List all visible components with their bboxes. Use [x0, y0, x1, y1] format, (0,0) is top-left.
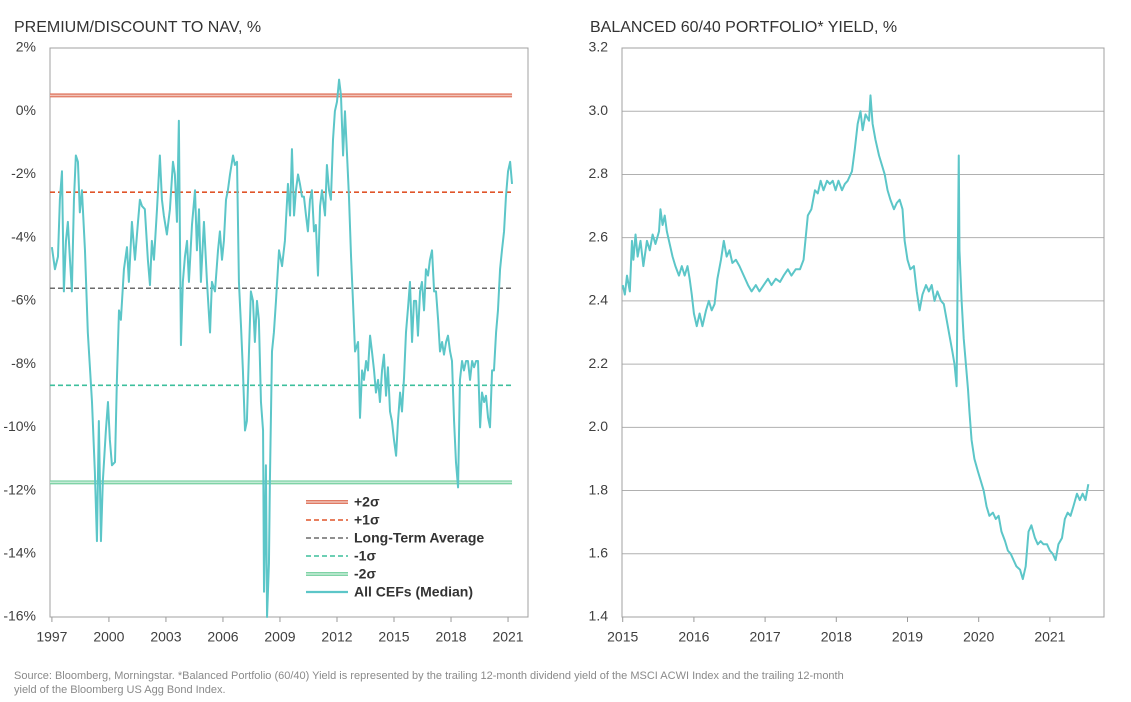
legend-label: All CEFs (Median) [354, 584, 473, 600]
chart-title: BALANCED 60/40 PORTFOLIO* YIELD, % [590, 19, 897, 36]
y-tick-label: 2.0 [589, 418, 609, 434]
plot-frame [49, 47, 529, 618]
y-tick-label: 2.2 [589, 355, 609, 371]
y-tick-label: -2% [11, 165, 36, 181]
y-tick-label: 2.8 [589, 165, 609, 181]
y-tick-label: 2.4 [589, 292, 609, 308]
y-tick-label: 1.4 [589, 608, 609, 624]
y-tick-label: 1.8 [589, 481, 609, 497]
legend-label: Long-Term Average [354, 530, 484, 546]
y-tick-label: -4% [11, 228, 36, 244]
x-tick-label: 2019 [892, 629, 923, 645]
y-tick-label: 2.6 [589, 228, 609, 244]
x-tick-label: 2016 [678, 629, 709, 645]
x-tick-label: 2012 [321, 629, 352, 645]
y-tick-label: -14% [3, 544, 36, 560]
y-tick-label: -6% [11, 292, 36, 308]
x-tick-label: 2018 [821, 629, 852, 645]
footnote: yield of the Bloomberg US Agg Bond Index… [14, 684, 226, 696]
x-tick-label: 2018 [435, 629, 466, 645]
legend-label: -2σ [354, 566, 376, 582]
x-tick-label: 2000 [93, 629, 124, 645]
x-tick-label: 2021 [492, 629, 523, 645]
x-tick-label: 2017 [750, 629, 781, 645]
plot-frame [621, 47, 1105, 618]
y-tick-label: 3.0 [589, 102, 609, 118]
data-line [50, 78, 514, 618]
y-tick-label: 3.2 [589, 39, 609, 55]
x-tick-label: 2006 [207, 629, 238, 645]
legend-label: +2σ [354, 494, 380, 510]
x-tick-label: 1997 [36, 629, 67, 645]
y-tick-label: -16% [3, 608, 36, 624]
legend-label: +1σ [354, 512, 380, 528]
y-tick-label: 2% [16, 39, 36, 55]
chart-title: PREMIUM/DISCOUNT TO NAV, % [14, 19, 261, 36]
y-tick-label: -8% [11, 355, 36, 371]
x-tick-label: 2021 [1034, 629, 1065, 645]
x-tick-label: 2015 [607, 629, 638, 645]
footnote: Source: Bloomberg, Morningstar. *Balance… [14, 670, 844, 682]
y-tick-label: 0% [16, 102, 36, 118]
y-tick-label: 1.6 [589, 544, 609, 560]
x-tick-label: 2009 [264, 629, 295, 645]
x-tick-label: 2003 [150, 629, 181, 645]
data-line [621, 94, 1090, 581]
y-tick-label: -12% [3, 481, 36, 497]
x-tick-label: 2020 [963, 629, 994, 645]
x-tick-label: 2015 [378, 629, 409, 645]
legend-label: -1σ [354, 548, 376, 564]
y-tick-label: -10% [3, 418, 36, 434]
